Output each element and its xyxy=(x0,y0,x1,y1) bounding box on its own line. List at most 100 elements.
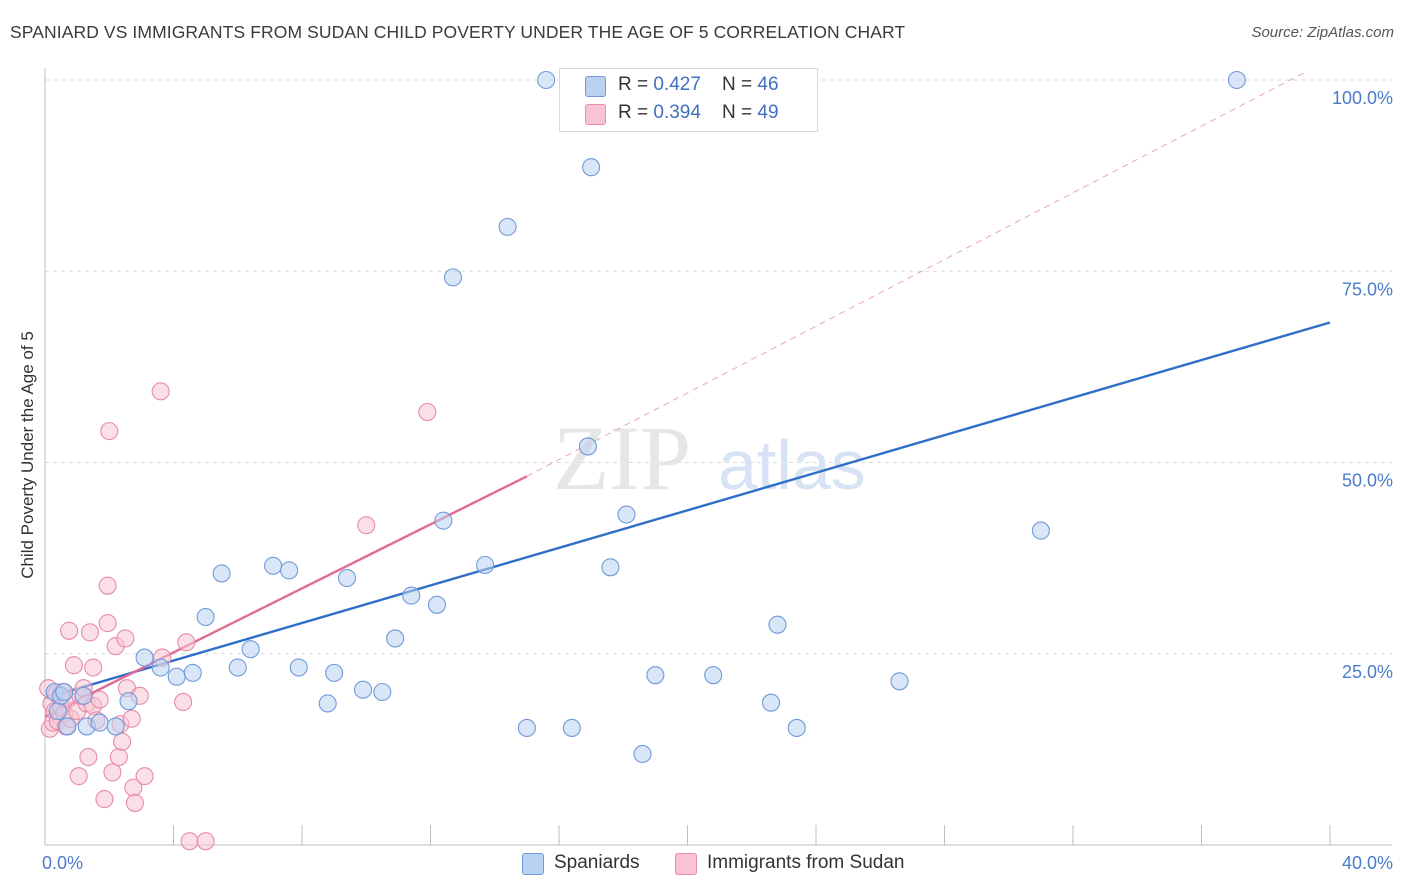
data-point-sudan xyxy=(109,747,128,767)
legend-r-value: 0.394 xyxy=(653,102,701,123)
trend-line-sudan xyxy=(44,475,528,718)
legend-swatch-blue xyxy=(585,76,606,97)
data-point-sudan xyxy=(122,709,141,728)
watermark: ZIP atlas xyxy=(553,407,866,509)
data-point-spaniards xyxy=(402,586,421,605)
y-axis-title: Child Poverty Under the Age of 5 xyxy=(18,331,37,579)
tick-labels: 25.0% 50.0% 75.0% 100.0% 0.0% 40.0% xyxy=(42,88,1393,873)
data-point-spaniards xyxy=(289,658,308,677)
data-point-spaniards xyxy=(761,693,781,712)
data-point-spaniards xyxy=(280,561,299,580)
legend-swatch-pink xyxy=(585,104,606,125)
data-point-spaniards xyxy=(476,555,495,575)
data-point-sudan xyxy=(113,732,132,751)
legend-n-value: 46 xyxy=(757,74,779,95)
bottom-swatch-pink xyxy=(675,853,697,875)
data-point-sudan xyxy=(90,690,109,709)
data-point-spaniards xyxy=(212,564,231,583)
data-point-spaniards xyxy=(1227,70,1246,90)
data-point-spaniards xyxy=(890,672,909,691)
data-point-spaniards xyxy=(55,682,74,702)
data-point-spaniards xyxy=(337,568,357,588)
data-point-spaniards xyxy=(386,629,405,648)
data-point-spaniards xyxy=(537,70,556,90)
data-point-sudan xyxy=(98,614,117,633)
data-point-sudan xyxy=(116,629,135,648)
data-point-spaniards xyxy=(353,680,373,699)
data-point-spaniards xyxy=(434,511,453,530)
y-tick-label: 25.0% xyxy=(1342,662,1393,682)
data-point-spaniards xyxy=(646,666,665,685)
data-point-sudan xyxy=(151,382,170,401)
data-point-spaniards xyxy=(427,595,446,614)
data-point-spaniards xyxy=(498,217,517,236)
y-tick-label: 100.0% xyxy=(1332,88,1393,108)
correlation-legend: R = 0.427 N = 46 R = 0.394 N = 49 xyxy=(559,68,818,132)
series-spaniards xyxy=(45,70,1246,764)
data-point-sudan xyxy=(103,763,122,782)
data-point-sudan xyxy=(95,790,114,809)
data-point-sudan xyxy=(135,767,154,786)
data-point-sudan xyxy=(79,747,98,767)
data-point-spaniards xyxy=(768,615,787,634)
data-point-spaniards xyxy=(183,663,202,682)
data-point-spaniards xyxy=(601,558,620,577)
chart-source: Source: ZipAtlas.com xyxy=(1251,24,1394,41)
data-point-spaniards xyxy=(241,640,260,659)
data-point-sudan xyxy=(64,656,83,675)
data-point-sudan xyxy=(418,402,437,422)
data-point-sudan xyxy=(180,832,199,851)
legend-n-label: N = xyxy=(722,74,758,95)
data-point-spaniards xyxy=(633,744,652,764)
legend-r-label: R = xyxy=(618,74,654,95)
data-point-spaniards xyxy=(787,718,806,738)
data-point-spaniards xyxy=(151,658,170,677)
data-point-sudan xyxy=(84,658,103,677)
data-point-spaniards xyxy=(443,268,463,287)
data-point-sudan xyxy=(125,793,144,812)
data-point-spaniards xyxy=(318,694,337,713)
y-tick-label: 75.0% xyxy=(1342,279,1393,299)
legend-n-label: N = xyxy=(722,102,758,123)
data-point-spaniards xyxy=(58,717,77,736)
bottom-swatch-blue xyxy=(522,853,544,875)
gridlines xyxy=(45,79,1392,655)
data-point-spaniards xyxy=(578,437,597,456)
x-tick-label: 40.0% xyxy=(1342,853,1393,873)
data-point-spaniards xyxy=(90,713,109,732)
data-point-spaniards xyxy=(325,663,344,682)
data-point-spaniards xyxy=(264,556,283,575)
data-point-sudan xyxy=(69,767,88,786)
data-point-spaniards xyxy=(135,648,154,667)
data-point-sudan xyxy=(100,422,119,441)
y-tick-label: 50.0% xyxy=(1342,471,1393,491)
trend-line-spaniards xyxy=(44,321,1331,700)
data-point-sudan xyxy=(196,832,215,851)
data-point-spaniards xyxy=(373,682,392,702)
watermark-zip: ZIP xyxy=(553,407,691,509)
data-point-spaniards xyxy=(582,158,601,177)
bottom-legend-label: Immigrants from Sudan xyxy=(707,852,905,873)
chart-title: SPANIARD VS IMMIGRANTS FROM SUDAN CHILD … xyxy=(10,22,906,42)
data-point-sudan xyxy=(177,633,196,652)
trend-line-sudan-extrapolated xyxy=(526,71,1306,477)
axes xyxy=(44,68,1392,846)
data-point-spaniards xyxy=(228,658,247,677)
legend-r-value: 0.427 xyxy=(653,74,701,95)
x-tick-label: 0.0% xyxy=(42,853,83,873)
data-point-sudan xyxy=(174,692,193,711)
data-point-spaniards xyxy=(48,702,67,721)
data-point-spaniards xyxy=(562,718,581,738)
trend-lines xyxy=(44,71,1331,718)
data-point-spaniards xyxy=(119,692,138,711)
series-immigrants-from-sudan xyxy=(39,382,437,851)
data-point-spaniards xyxy=(74,686,93,705)
data-point-spaniards xyxy=(196,607,215,627)
data-point-spaniards xyxy=(704,666,723,685)
data-point-spaniards xyxy=(1031,521,1050,540)
bottom-legend-label: Spaniards xyxy=(554,852,640,873)
legend-n-value: 49 xyxy=(757,102,779,123)
data-point-spaniards xyxy=(106,717,125,736)
legend-r-label: R = xyxy=(618,102,654,123)
